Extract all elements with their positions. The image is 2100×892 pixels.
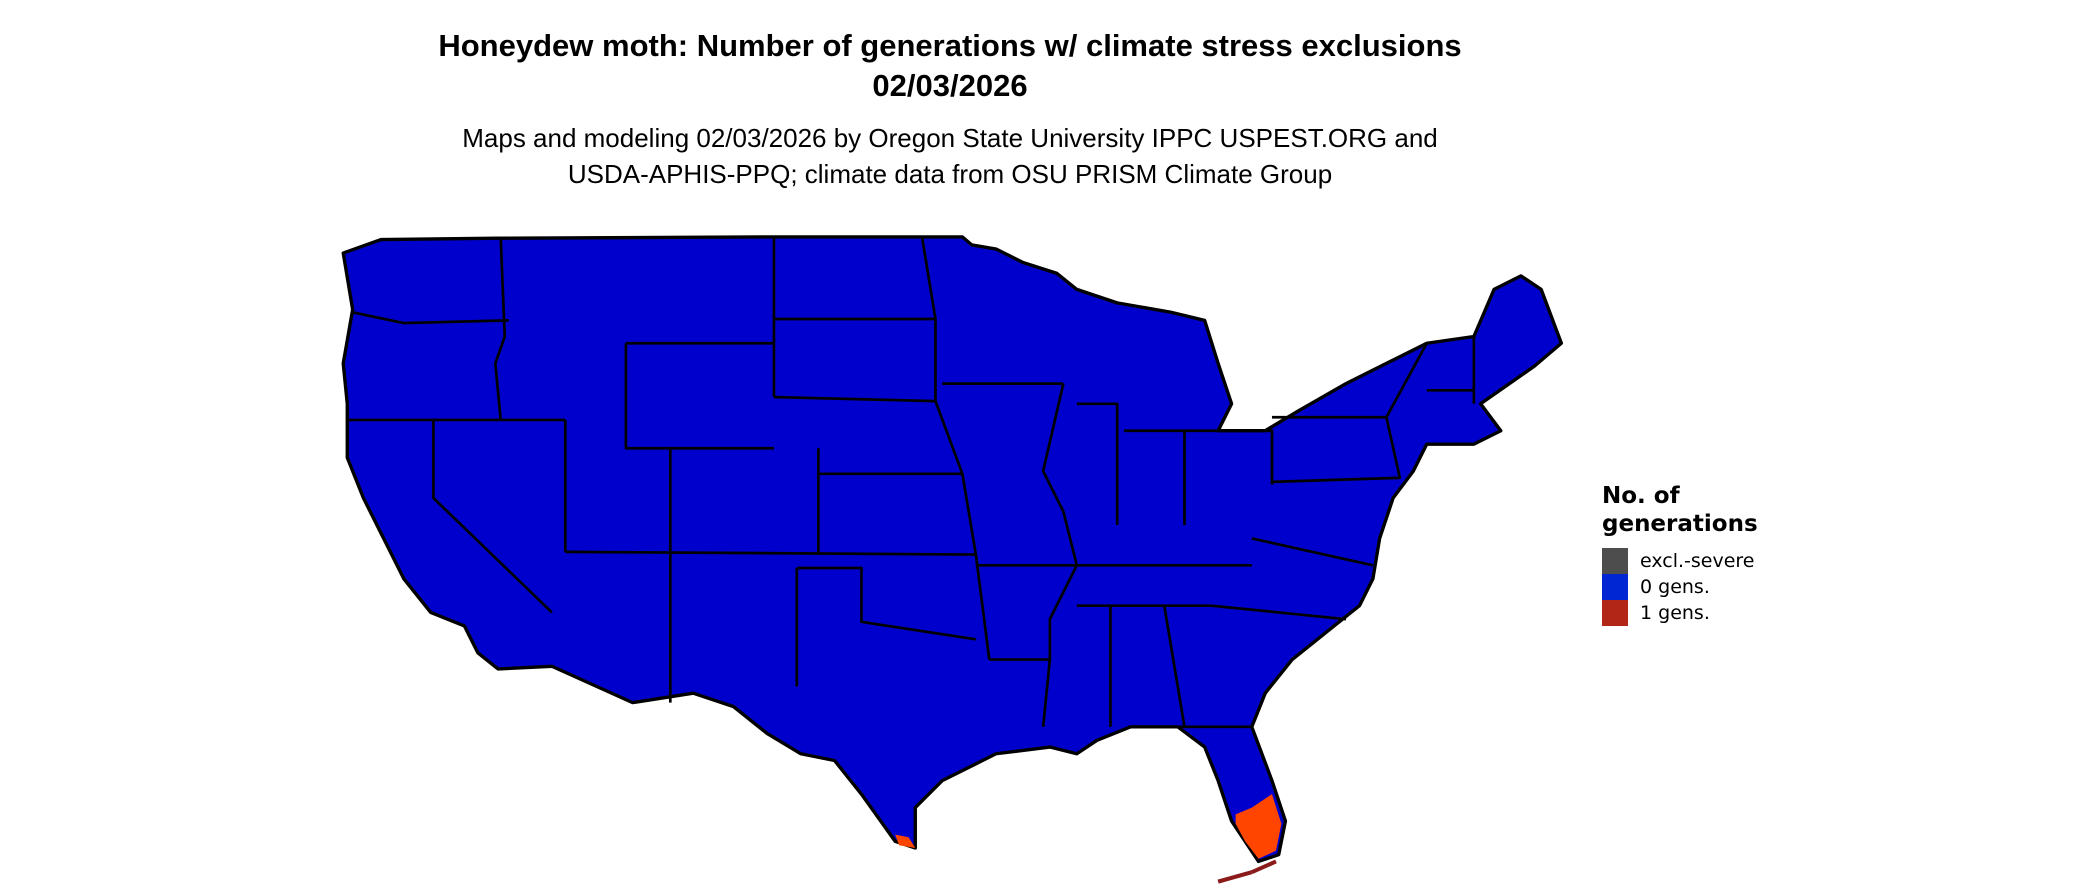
legend-title: No. of generations bbox=[1602, 482, 1758, 538]
legend-label: 1 gens. bbox=[1640, 602, 1710, 624]
legend-item-1-gens: 1 gens. bbox=[1602, 600, 1758, 626]
legend-swatch bbox=[1602, 574, 1628, 600]
state-borders bbox=[347, 236, 1476, 729]
map-subtitle: Maps and modeling 02/03/2026 by Oregon S… bbox=[0, 120, 1900, 192]
title-line1: Honeydew moth: Number of generations w/ … bbox=[438, 28, 1462, 63]
subtitle-line1: Maps and modeling 02/03/2026 by Oregon S… bbox=[462, 123, 1438, 153]
state-border-line bbox=[565, 550, 976, 556]
title-date: 02/03/2026 bbox=[872, 68, 1028, 103]
state-border-line bbox=[624, 343, 774, 450]
state-border-line bbox=[920, 236, 991, 660]
state-border-line bbox=[1211, 604, 1347, 621]
florida-1-gen-region bbox=[1235, 794, 1282, 859]
state-border-line bbox=[1385, 342, 1428, 418]
legend-item-excl-severe: excl.-severe bbox=[1602, 548, 1758, 574]
florida-keys-segment bbox=[1250, 859, 1277, 875]
state-border-line bbox=[352, 310, 509, 325]
state-border-line bbox=[493, 238, 507, 421]
legend-title-line1: No. of bbox=[1602, 483, 1680, 509]
state-border-line bbox=[773, 395, 936, 403]
state-border-line bbox=[1162, 605, 1186, 728]
map-title: Honeydew moth: Number of generations w/ … bbox=[0, 26, 1900, 106]
legend-title-line2: generations bbox=[1602, 511, 1758, 537]
legend-swatch bbox=[1602, 600, 1628, 626]
subtitle-line2: USDA-APHIS-PPQ; climate data from OSU PR… bbox=[567, 159, 1333, 189]
state-border-line bbox=[432, 419, 553, 614]
state-border-line bbox=[1251, 537, 1374, 567]
us-outline bbox=[341, 235, 1564, 864]
legend-label: 0 gens. bbox=[1640, 576, 1710, 598]
legend-swatch bbox=[1602, 548, 1628, 574]
state-border-line bbox=[796, 566, 977, 641]
texas-1-gen-region bbox=[895, 834, 916, 848]
state-border-line bbox=[1271, 415, 1402, 484]
legend: No. of generations excl.-severe 0 gens. … bbox=[1602, 482, 1758, 626]
state-border-line bbox=[1184, 429, 1274, 485]
legend-label: excl.-severe bbox=[1640, 550, 1755, 572]
state-border-line bbox=[1076, 402, 1119, 525]
florida-keys-segment bbox=[1217, 870, 1253, 884]
legend-item-0-gens: 0 gens. bbox=[1602, 574, 1758, 600]
florida-keys bbox=[1217, 859, 1277, 884]
